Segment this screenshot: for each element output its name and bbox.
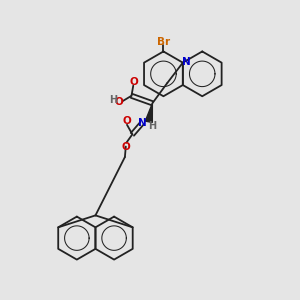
Text: H: H xyxy=(148,121,156,131)
Text: O: O xyxy=(122,142,130,152)
Text: Br: Br xyxy=(157,37,170,47)
Text: N: N xyxy=(182,57,191,67)
Text: H: H xyxy=(110,95,118,105)
Polygon shape xyxy=(145,103,152,122)
Text: O: O xyxy=(114,97,123,107)
Text: N: N xyxy=(137,118,146,128)
Text: O: O xyxy=(129,77,138,87)
Text: O: O xyxy=(122,116,131,126)
